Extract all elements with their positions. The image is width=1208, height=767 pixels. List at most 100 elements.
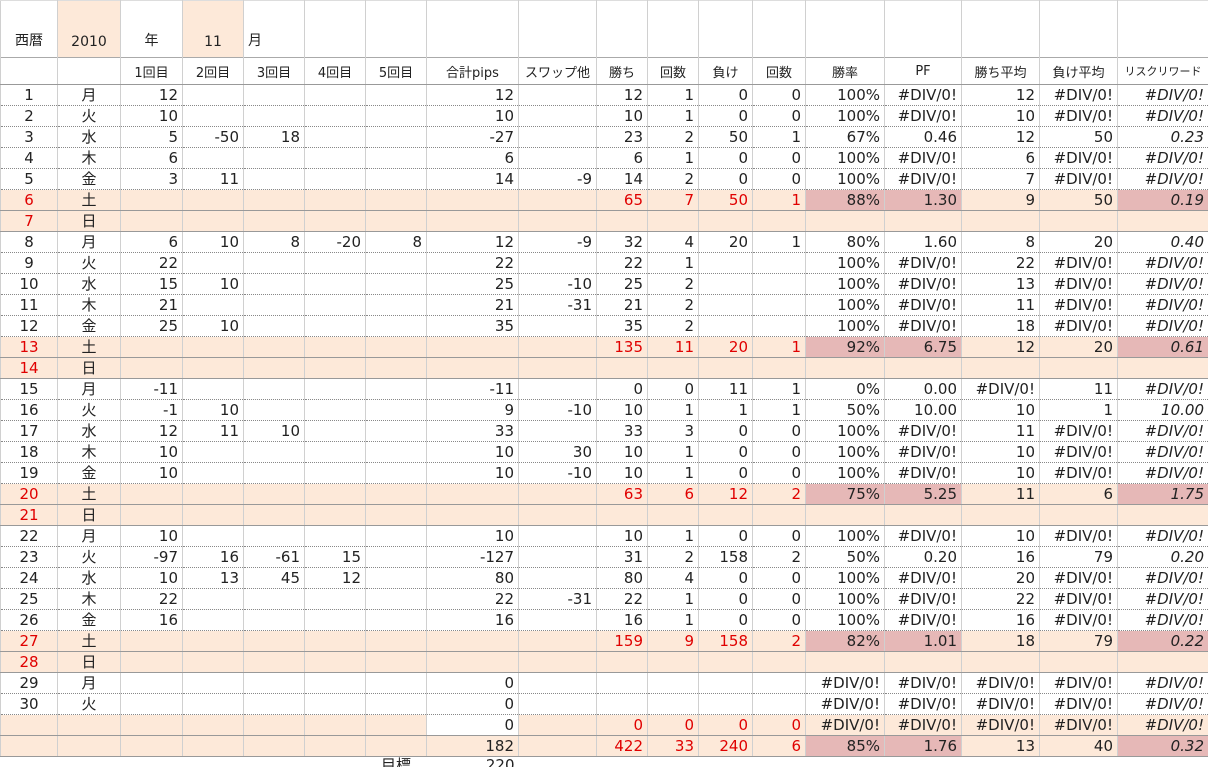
cell: 0.46 bbox=[884, 126, 962, 148]
cell: 100% bbox=[805, 147, 885, 169]
title-row: 西暦 2010 年 11 月 bbox=[0, 0, 1208, 58]
cell: #DIV/0! bbox=[1039, 567, 1118, 589]
cell bbox=[304, 651, 366, 673]
cell bbox=[121, 757, 183, 767]
cell bbox=[304, 168, 366, 190]
cell: 10 bbox=[426, 105, 519, 127]
cell bbox=[182, 588, 244, 610]
cell: #DIV/0! bbox=[1117, 420, 1208, 442]
cell: #DIV/0! bbox=[884, 252, 962, 274]
cell bbox=[365, 462, 427, 484]
cell bbox=[1, 757, 58, 767]
cell: 0.40 bbox=[1117, 231, 1208, 253]
cell: 100% bbox=[805, 273, 885, 295]
cell: #DIV/0! bbox=[884, 567, 962, 589]
cell: 30 bbox=[0, 693, 58, 715]
cell: #DIV/0! bbox=[1039, 252, 1118, 274]
cell: 18 bbox=[243, 126, 305, 148]
cell: 0% bbox=[805, 378, 885, 400]
cell bbox=[426, 630, 519, 652]
cell: #DIV/0! bbox=[1039, 84, 1118, 106]
cell: 100% bbox=[805, 525, 885, 547]
cell: 100% bbox=[805, 462, 885, 484]
cell bbox=[120, 735, 183, 757]
cell bbox=[182, 84, 244, 106]
cell: -50 bbox=[182, 126, 244, 148]
data-row: 24 水 10 13 45 12 80 80 4 0 0 100% #DIV/0! 20 #DIV/0! #D… bbox=[0, 567, 1208, 589]
cell: 10 bbox=[120, 462, 183, 484]
cell bbox=[243, 672, 305, 694]
cell: #DIV/0! bbox=[1117, 693, 1208, 715]
cell bbox=[243, 441, 305, 463]
cell bbox=[698, 357, 753, 379]
data-row: 14 日 bbox=[0, 357, 1208, 379]
data-row: 11 木 21 21 -31 21 2 100% #DIV/0! 11 #DIV/0! #DIV/0! bbox=[0, 294, 1208, 316]
cell: 16 bbox=[426, 609, 519, 631]
cell: 火 bbox=[57, 546, 121, 568]
cell: 33 bbox=[426, 420, 519, 442]
cell bbox=[1039, 357, 1118, 379]
cell bbox=[805, 651, 885, 673]
cell: 6 bbox=[120, 147, 183, 169]
cell bbox=[698, 273, 753, 295]
cell bbox=[120, 504, 183, 526]
cell: #DIV/0! bbox=[1117, 567, 1208, 589]
cell: 10 bbox=[120, 525, 183, 547]
cell bbox=[518, 630, 597, 652]
cell bbox=[884, 357, 962, 379]
cell bbox=[596, 693, 648, 715]
cell: 100% bbox=[805, 84, 885, 106]
cell bbox=[365, 714, 427, 736]
cell: 9 bbox=[426, 399, 519, 421]
cell: 20 bbox=[961, 567, 1040, 589]
cell: 1 bbox=[752, 336, 806, 358]
cell: 1 bbox=[647, 588, 699, 610]
cell bbox=[518, 651, 597, 673]
cell bbox=[647, 693, 699, 715]
cell: 10 bbox=[243, 420, 305, 442]
cell bbox=[884, 210, 962, 232]
cell bbox=[365, 693, 427, 715]
cell: 12 bbox=[0, 315, 58, 337]
cell: 12 bbox=[698, 483, 753, 505]
cell: 0 bbox=[596, 378, 648, 400]
cell: 0 bbox=[752, 588, 806, 610]
cell bbox=[805, 210, 885, 232]
cell: #DIV/0! bbox=[1117, 315, 1208, 337]
cell bbox=[304, 294, 366, 316]
cell: 12 bbox=[961, 336, 1040, 358]
data-row: 23 火 -97 16 -61 15 -127 31 2 158 2 50% 0.20 16 79 0.20 bbox=[0, 546, 1208, 568]
cell: 月 bbox=[57, 231, 121, 253]
data-row: 13 土 135 11 20 1 92% 6.75 12 20 0.61 bbox=[0, 336, 1208, 358]
cell bbox=[596, 357, 648, 379]
cell: 10 bbox=[961, 441, 1040, 463]
cell: 8 bbox=[961, 231, 1040, 253]
cell bbox=[243, 735, 305, 757]
cell: #DIV/0! bbox=[884, 588, 962, 610]
cell bbox=[647, 672, 699, 694]
cell: #DIV/0! bbox=[884, 693, 962, 715]
cell: 土 bbox=[57, 483, 121, 505]
target-label: 目標 bbox=[380, 756, 411, 767]
cell: 水 bbox=[57, 420, 121, 442]
cell bbox=[182, 630, 244, 652]
cell: 月 bbox=[57, 378, 121, 400]
cell bbox=[884, 504, 962, 526]
cell bbox=[120, 189, 183, 211]
cell: 3 bbox=[120, 168, 183, 190]
cell: 11 bbox=[182, 168, 244, 190]
cell: 80 bbox=[426, 567, 519, 589]
cell: 10 bbox=[961, 105, 1040, 127]
cell: 30 bbox=[518, 441, 597, 463]
cell bbox=[805, 357, 885, 379]
cell bbox=[120, 357, 183, 379]
cell: 0 bbox=[698, 588, 753, 610]
cell bbox=[182, 609, 244, 631]
cell: 14 bbox=[426, 168, 519, 190]
column-header: 勝ち bbox=[596, 57, 648, 85]
cell: #DIV/0! bbox=[1117, 441, 1208, 463]
cell bbox=[752, 357, 806, 379]
cell: 50 bbox=[698, 189, 753, 211]
